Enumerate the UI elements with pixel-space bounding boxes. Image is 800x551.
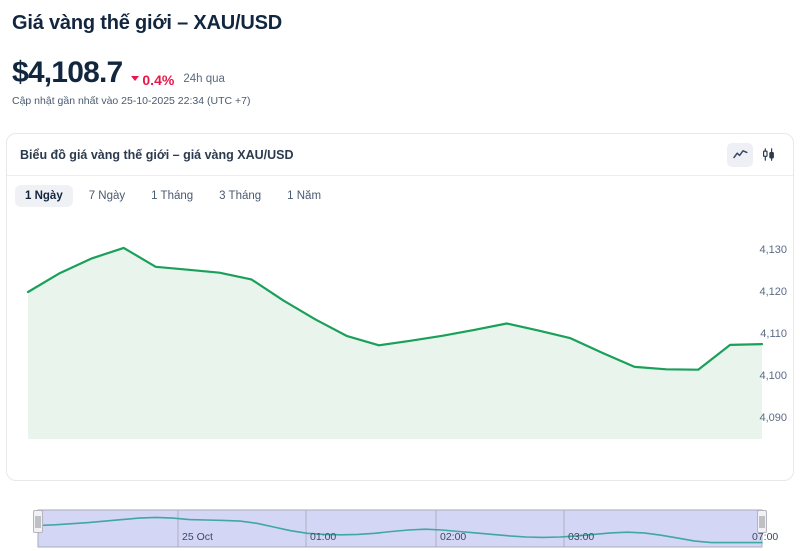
navigator-right-handle[interactable]	[757, 510, 767, 533]
chart-card-header: Biểu đồ giá vàng thế giới – giá vàng XAU…	[7, 134, 793, 176]
range-tab-3-thang[interactable]: 3 Tháng	[209, 185, 271, 207]
navigator-line	[37, 516, 763, 544]
current-price: $4,108.7	[12, 56, 123, 89]
navigator-left-handle[interactable]	[33, 510, 43, 533]
price-change: 0.4%	[131, 72, 174, 88]
range-tabs: 1 Ngày 7 Ngày 1 Tháng 3 Tháng 1 Năm	[7, 176, 793, 207]
chart-type-toggle	[727, 142, 781, 167]
caret-down-icon	[131, 76, 140, 81]
price-chart-svg	[26, 246, 764, 439]
line-chart-icon[interactable]	[727, 142, 753, 167]
price-chart-plot[interactable]: 4,090 4,100 4,110 4,120 4,130	[7, 207, 793, 477]
candlestick-chart-icon[interactable]	[755, 143, 781, 167]
price-change-period: 24h qua	[183, 73, 225, 85]
page-header: Giá vàng thế giới – XAU/USD $4,108.7 0.4…	[0, 0, 800, 108]
chart-line	[26, 246, 764, 371]
range-tab-1-thang[interactable]: 1 Tháng	[141, 185, 203, 207]
price-summary: $4,108.7 0.4% 24h qua	[12, 57, 788, 89]
chart-navigator[interactable]: 25 Oct 01:00 02:00 03:00 07:00	[0, 498, 800, 551]
price-change-value: 0.4%	[142, 71, 175, 88]
chart-card: Biểu đồ giá vàng thế giới – giá vàng XAU…	[6, 133, 794, 481]
range-tab-1-nam[interactable]: 1 Năm	[277, 185, 331, 207]
range-tab-7-ngay[interactable]: 7 Ngày	[79, 185, 135, 207]
chart-card-title: Biểu đồ giá vàng thế giới – giá vàng XAU…	[20, 147, 294, 162]
navigator-svg	[37, 509, 763, 548]
page-title: Giá vàng thế giới – XAU/USD	[12, 12, 282, 34]
range-tab-1-ngay[interactable]: 1 Ngày	[15, 185, 73, 207]
last-updated-text: Cập nhật gần nhất vào 25-10-2025 22:34 (…	[12, 95, 251, 107]
